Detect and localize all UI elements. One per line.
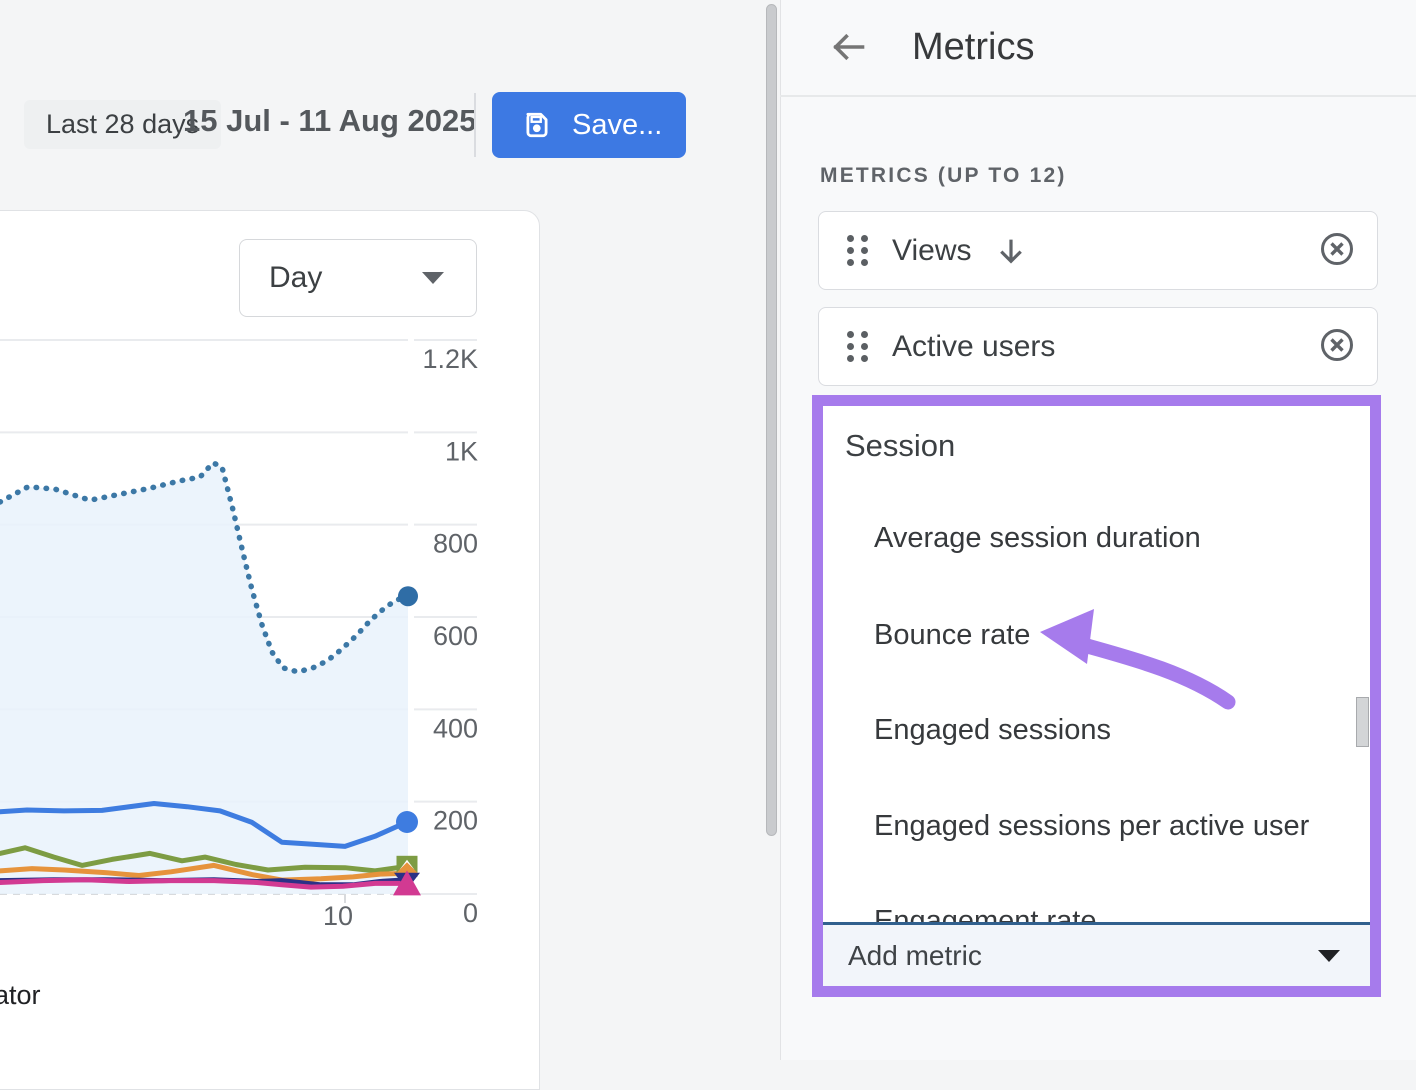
dropdown-item-engaged-sessions-per-active-user[interactable]: Engaged sessions per active user [874,810,1310,842]
date-range-text: 15 Jul - 11 Aug 2025 [183,103,477,138]
metric-label: Views [892,233,972,267]
remove-metric-button[interactable] [1315,325,1359,369]
x-axis-tick-label: 10 [323,901,353,931]
marker-magenta-line [393,870,421,896]
close-circle-icon [1321,329,1353,361]
arrow-left-icon [833,33,865,60]
chevron-down-icon [422,272,444,284]
page-scrollbar[interactable] [766,4,777,836]
header-divider [474,93,476,157]
metric-label: Active users [892,329,1056,363]
orange-line [0,862,410,883]
y-axis-tick-label: 600 [433,621,478,651]
dropdown-item-average-session-duration[interactable]: Average session duration [874,522,1201,554]
save-button[interactable]: Save... [492,92,686,158]
y-axis-tick-label: 1.2K [422,344,478,374]
close-circle-icon [1321,233,1353,265]
metric-dropdown-list: Session Average session duration Bounce … [823,406,1370,986]
dropdown-item-engaged-sessions[interactable]: Engaged sessions [874,714,1111,746]
add-metric-label: Add metric [848,939,982,971]
date-range-chip[interactable]: Last 28 days [24,100,222,149]
y-axis-tick-label: 800 [433,529,478,559]
views-area-fill [0,462,408,894]
panel-title: Metrics [912,26,1035,68]
metrics-section-label: METRICS (UP TO 12) [820,164,1067,187]
y-axis-tick-label: 400 [433,713,478,743]
remove-metric-button[interactable] [1315,229,1359,273]
panel-header [780,0,1416,97]
metric-card-views[interactable]: Views [818,211,1378,290]
focus-underline [823,922,1370,925]
dropdown-scrollbar[interactable] [1356,697,1369,747]
interval-label: Day [269,261,323,294]
cut-off-label: ator [0,980,41,1010]
y-axis-tick-label: 200 [433,806,478,836]
blue-line [0,801,410,849]
y-axis-tick-label: 0 [463,898,478,928]
line-chart: 1.2K 1K 800 600 400 200 0 10 [0,339,478,931]
green-line [0,845,410,874]
dropdown-item-bounce-rate[interactable]: Bounce rate [874,619,1031,651]
magenta-line [0,877,410,890]
metric-card-active-users[interactable]: Active users [818,307,1378,386]
add-metric-select[interactable]: Add metric [823,925,1370,986]
drag-handle-icon[interactable] [847,331,868,362]
marker-views-dotted-line [398,586,418,607]
arrow-down-icon [1000,239,1023,264]
save-icon [526,112,548,138]
interval-select[interactable]: Day [239,239,477,317]
dropdown-group-header: Session [845,428,956,463]
metric-dropdown-highlight: Session Average session duration Bounce … [812,395,1381,997]
drag-handle-icon[interactable] [847,235,868,266]
save-button-label: Save... [572,108,663,141]
back-button[interactable] [822,22,874,74]
y-axis-tick-label: 1K [445,436,478,466]
chevron-down-icon [1318,949,1340,962]
marker-blue-line [396,810,418,833]
